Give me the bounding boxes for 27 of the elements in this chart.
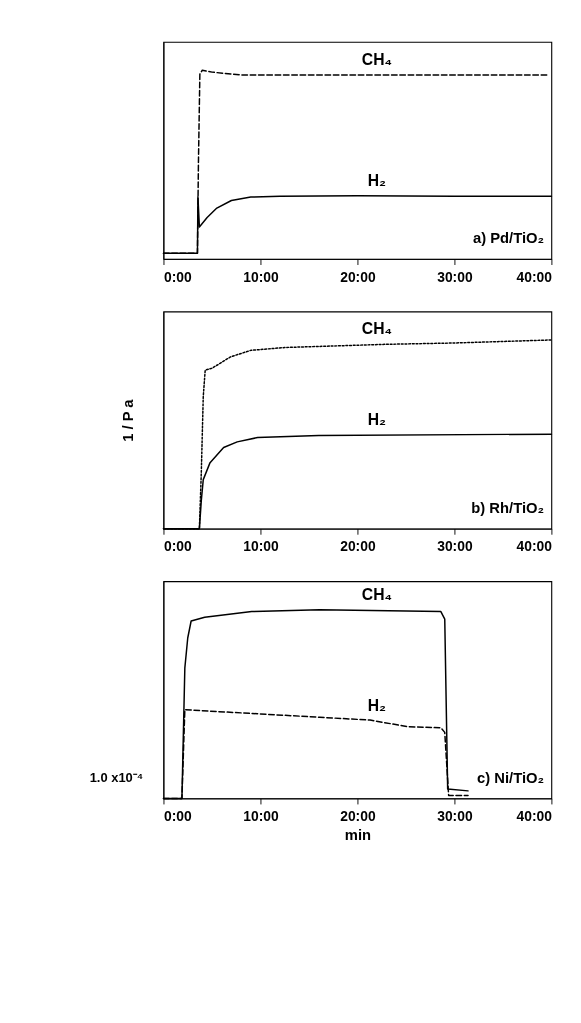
x-tick-label: 20:00 [340,808,376,825]
x-tick-label: 20:00 [340,268,376,285]
x-tick-label: 40:00 [516,538,553,555]
series-label: H₂ [367,697,387,715]
series-label: H₂ [367,410,387,428]
x-tick-label: 10:00 [243,808,279,825]
series-label: CH₄ [361,50,392,68]
annotation: c) Ni/TiO₂ [477,769,545,786]
series-label: CH₄ [361,320,392,338]
x-tick-label: 20:00 [340,538,376,555]
x-tick-label: 30:00 [437,808,473,825]
x-tick-label: 0:00 [163,268,192,285]
x-tick-label: 0:00 [163,808,192,825]
x-tick-label: 30:00 [437,268,473,285]
series-label: H₂ [367,171,387,189]
y-axis-title: 1 / P a [120,398,137,442]
text: 1.0 x10⁻⁴ [89,769,144,785]
x-tick-label: 10:00 [243,268,279,285]
x-tick-label: 10:00 [243,538,279,555]
annotation: b) Rh/TiO₂ [471,500,545,517]
x-tick-label: 40:00 [516,808,553,825]
annotation: a) Pd/TiO₂ [472,230,545,247]
x-axis-title: min [344,826,372,843]
x-tick-label: 40:00 [516,268,553,285]
x-tick-label: 30:00 [437,538,473,555]
x-tick-label: 0:00 [163,538,192,555]
series-label: CH₄ [361,586,392,604]
